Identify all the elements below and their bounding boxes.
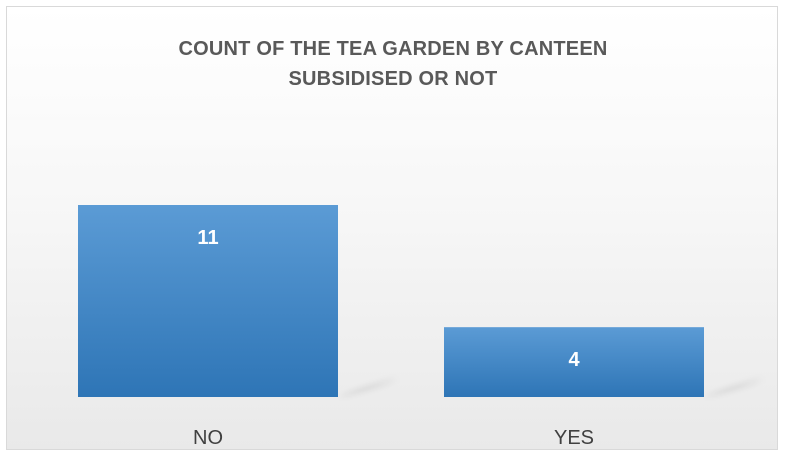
bar-no — [78, 205, 338, 397]
chart-title-line-2: SUBSIDISED OR NOT — [288, 68, 498, 90]
bar-shadow — [704, 375, 764, 397]
data-label: 11 — [197, 227, 218, 249]
bar-shadow — [338, 375, 398, 397]
bar-yes — [444, 327, 704, 397]
chart-title-line-1: COUNT OF THE TEA GARDEN BY CANTEEN — [178, 38, 608, 60]
chart-title: COUNT OF THE TEA GARDEN BY CANTEEN SUBSI… — [0, 34, 786, 94]
category-label: YES — [554, 427, 594, 449]
data-label: 4 — [568, 349, 580, 371]
category-label: NO — [193, 427, 223, 449]
